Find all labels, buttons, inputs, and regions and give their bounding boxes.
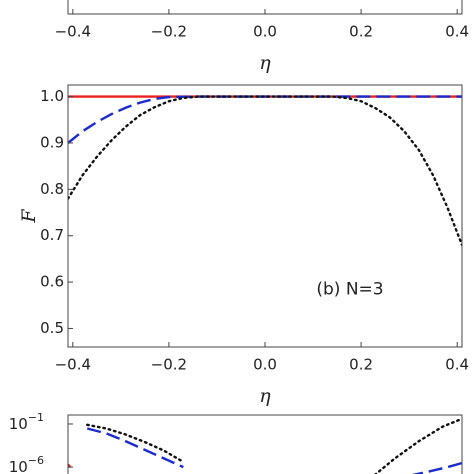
- series-line: [411, 461, 462, 474]
- series-line: [374, 417, 462, 474]
- x-tick-label: 0.2: [349, 356, 373, 374]
- y-tick-label: 0.7: [40, 226, 64, 244]
- tick-exp: −6: [28, 454, 44, 467]
- y-tick-label: 0.6: [40, 273, 64, 291]
- x-tick-label: 0.2: [349, 23, 373, 41]
- x-tick-label: 0.4: [445, 23, 469, 41]
- y-tick-label: 1.0: [40, 87, 64, 105]
- tick-base: 10: [9, 414, 28, 432]
- x-axis-label: η: [259, 52, 271, 74]
- y-axis-label: F: [18, 209, 40, 224]
- x-tick-label: −0.2: [151, 356, 187, 374]
- x-tick-label: 0.4: [445, 356, 469, 374]
- tick-exp: −1: [28, 411, 44, 424]
- y-tick-label: 0.9: [40, 133, 64, 151]
- x-tick-label: 0.0: [253, 23, 277, 41]
- x-axis-label: η: [259, 385, 271, 407]
- x-tick-label: −0.4: [55, 23, 91, 41]
- annotation: (b) N=3: [316, 279, 383, 299]
- y-tick-label: 0.5: [40, 0, 64, 4]
- series-line: [86, 423, 185, 464]
- y-tick-label: 0.8: [40, 180, 64, 198]
- x-tick-label: −0.2: [151, 23, 187, 41]
- series-line: [86, 427, 184, 469]
- tick-base: 10: [9, 458, 28, 474]
- series-line: [68, 95, 462, 144]
- y-tick-label: 0.5: [40, 319, 64, 337]
- y-tick-label: 10−1: [9, 411, 44, 433]
- y-tick-label: 10−6: [9, 454, 44, 474]
- plot-frame: [67, 414, 463, 474]
- series-line: [68, 95, 462, 247]
- x-tick-label: −0.4: [55, 356, 91, 374]
- x-tick-label: 0.0: [253, 356, 277, 374]
